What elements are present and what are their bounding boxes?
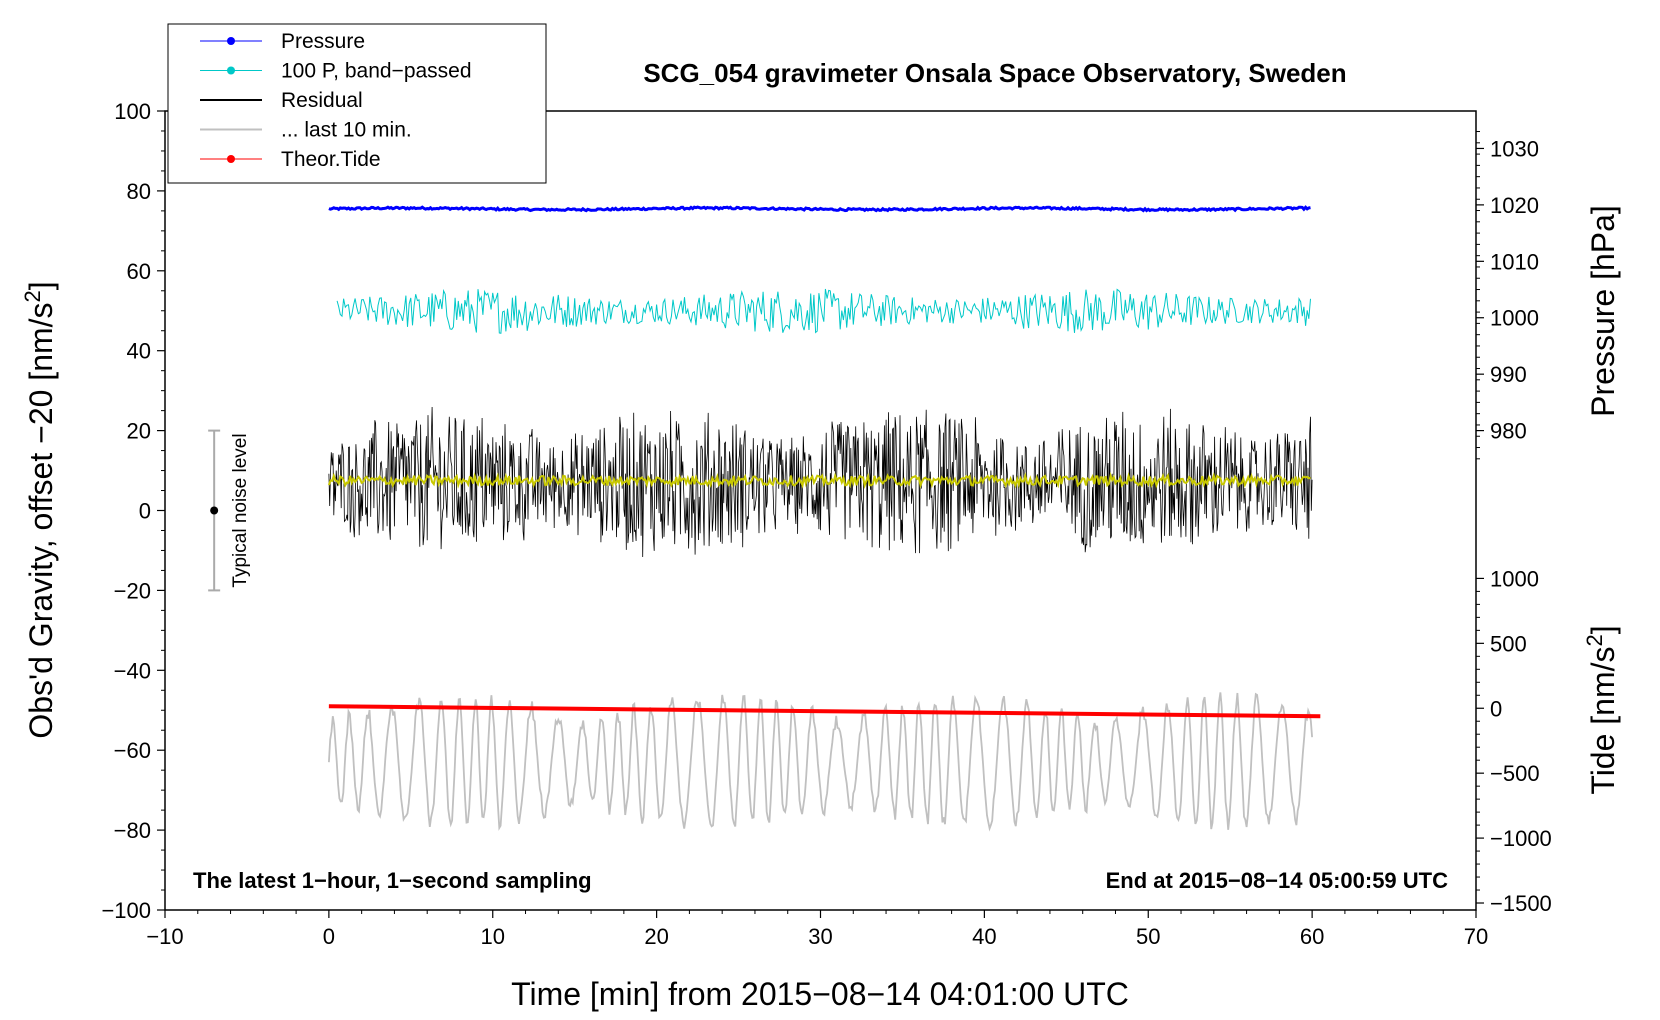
series-residual-line xyxy=(328,406,1313,558)
y-left-tick-label: −60 xyxy=(114,738,151,763)
legend-label-0: Pressure xyxy=(281,30,365,53)
series-theor-tide-line xyxy=(328,704,1321,719)
series-pressure-line xyxy=(328,205,1311,213)
y-axis-title-tide: Tide [nm/s2] xyxy=(1582,625,1621,794)
axes-layer: −10 0 10 20 30 40 50 60 70−100−80−60−40−20020406… xyxy=(101,99,1551,949)
x-tick-label: 0 xyxy=(323,924,335,949)
x-axis-title: Time [min] from 2015−08−14 04:01:00 UTC xyxy=(511,976,1129,1012)
y-tide-sup: 2 xyxy=(1582,634,1607,646)
x-tick-label: 20 xyxy=(644,924,668,949)
series-last-10-min-line xyxy=(328,692,1313,832)
legend-marker-4 xyxy=(227,155,235,163)
x-tick-label: 40 xyxy=(972,924,996,949)
y-left-suffix: ] xyxy=(23,281,59,290)
annotation-left: The latest 1−hour, 1−second sampling xyxy=(193,868,592,893)
y-left-tick-label: −40 xyxy=(114,658,151,683)
y-left-tick-label: −80 xyxy=(114,818,151,843)
x-tick-label: 10 xyxy=(481,924,505,949)
y-left-tick-label: 0 xyxy=(139,499,151,524)
y-left-tick-label: 80 xyxy=(127,179,151,204)
legend-marker-0 xyxy=(227,37,235,45)
y-tide-tick-label: 500 xyxy=(1490,631,1527,656)
legend-label-3: ... last 10 min. xyxy=(281,119,412,142)
legend: Pressure 100 P, band−passed Residual ... la… xyxy=(167,23,547,184)
legend-label-2: Residual xyxy=(281,89,363,112)
y-axis-title-left: Obs'd Gravity, offset −20 [nm/s2] xyxy=(20,281,59,738)
y-left-tick-label: 60 xyxy=(127,259,151,284)
y-pressure-tick-label: 990 xyxy=(1490,362,1527,387)
y-axis-title-pressure: Pressure [hPa] xyxy=(1585,205,1621,417)
y-left-prefix: Obs'd Gravity, offset −20 [nm/s xyxy=(23,302,59,738)
chart-title: SCG_054 gravimeter Onsala Space Observat… xyxy=(643,58,1346,88)
y-pressure-tick-label: 1010 xyxy=(1490,249,1539,274)
y-left-sup: 2 xyxy=(20,290,45,302)
y-tide-tick-label: 0 xyxy=(1490,696,1502,721)
noise-label: Typical noise level xyxy=(230,433,251,587)
y-tide-tick-label: 1000 xyxy=(1490,566,1539,591)
noise-indicator: Typical noise level xyxy=(208,429,251,592)
x-tick-label: 50 xyxy=(1136,924,1160,949)
series-band-passed-line xyxy=(336,288,1311,334)
x-tick-label: 70 xyxy=(1464,924,1488,949)
annotation-right: End at 2015−08−14 05:00:59 UTC xyxy=(1106,868,1449,893)
y-left-tick-label: 100 xyxy=(114,99,151,124)
series-smoothed-residual-line xyxy=(327,471,1311,490)
y-tide-suffix: ] xyxy=(1585,625,1621,634)
y-pressure-tick-label: 1000 xyxy=(1490,306,1539,331)
y-tide-tick-label: −1500 xyxy=(1490,891,1552,916)
x-tick-label: 30 xyxy=(808,924,832,949)
y-left-tick-label: −100 xyxy=(101,898,151,923)
noise-center-dot xyxy=(210,506,219,515)
y-tide-tick-label: −1000 xyxy=(1490,826,1552,851)
y-pressure-tick-label: 980 xyxy=(1490,419,1527,444)
y-tide-tick-label: −500 xyxy=(1490,761,1540,786)
y-pressure-tick-label: 1030 xyxy=(1490,136,1539,161)
legend-label-4: Theor.Tide xyxy=(281,148,381,171)
legend-marker-1 xyxy=(227,66,235,75)
y-left-tick-label: 20 xyxy=(127,419,151,444)
y-left-tick-label: 40 xyxy=(127,339,151,364)
x-tick-label: 60 xyxy=(1300,924,1324,949)
y-tide-prefix: Tide [nm/s xyxy=(1585,646,1621,794)
series-layer xyxy=(327,205,1321,832)
y-pressure-tick-label: 1020 xyxy=(1490,193,1539,218)
legend-label-1: 100 P, band−passed xyxy=(281,60,472,83)
x-tick-label: −10 xyxy=(146,924,183,949)
y-left-tick-label: −20 xyxy=(114,578,151,603)
